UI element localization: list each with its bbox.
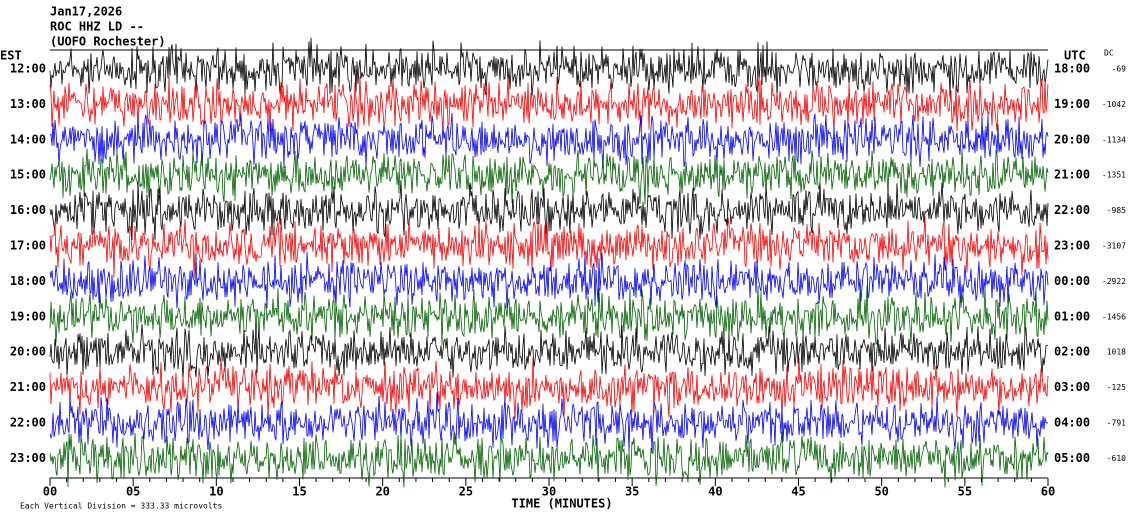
trace bbox=[49, 180, 1049, 241]
utc-label: 00:00 bbox=[1054, 274, 1090, 288]
x-tick-label: 40 bbox=[708, 485, 722, 499]
est-label: 22:00 bbox=[10, 416, 46, 430]
dc-value: -1456 bbox=[1102, 312, 1126, 321]
est-label: 19:00 bbox=[10, 309, 46, 323]
trace bbox=[49, 323, 1049, 379]
site: (UOFO Rochester) bbox=[50, 35, 166, 49]
trace bbox=[49, 215, 1049, 278]
right-label: UTC bbox=[1064, 49, 1086, 63]
trace bbox=[49, 285, 1049, 346]
dc-value: -1134 bbox=[1102, 135, 1126, 144]
x-tick-label: 50 bbox=[874, 485, 888, 499]
trace bbox=[49, 431, 1049, 488]
est-label: 23:00 bbox=[10, 451, 46, 465]
dc-value: -610 bbox=[1107, 454, 1126, 463]
footer: Each Vertical Division = 333.33 microvol… bbox=[20, 502, 222, 511]
station: ROC HHZ LD -- bbox=[50, 20, 144, 34]
dc-value: -791 bbox=[1107, 419, 1126, 428]
x-tick-label: 25 bbox=[459, 485, 473, 499]
dc-value: 1018 bbox=[1107, 348, 1126, 357]
utc-label: 03:00 bbox=[1054, 380, 1090, 394]
trace bbox=[49, 357, 1049, 419]
utc-label: 04:00 bbox=[1054, 416, 1090, 430]
x-tick-label: 05 bbox=[126, 485, 140, 499]
x-axis-label: TIME (MINUTES) bbox=[511, 497, 612, 511]
x-tick-label: 30 bbox=[542, 485, 556, 499]
x-tick-label: 15 bbox=[292, 485, 306, 499]
utc-label: 18:00 bbox=[1054, 62, 1090, 76]
est-label: 15:00 bbox=[10, 168, 46, 182]
utc-label: 05:00 bbox=[1054, 451, 1090, 465]
x-tick-label: 20 bbox=[375, 485, 389, 499]
est-label: 17:00 bbox=[10, 239, 46, 253]
date: Jan17,2026 bbox=[50, 5, 122, 19]
dc-value: -125 bbox=[1107, 383, 1126, 392]
trace bbox=[49, 148, 1049, 205]
dc-value: -985 bbox=[1107, 206, 1126, 215]
est-label: 21:00 bbox=[10, 380, 46, 394]
utc-label: 20:00 bbox=[1054, 132, 1090, 146]
utc-label: 02:00 bbox=[1054, 345, 1090, 359]
dc-label: DC bbox=[1104, 49, 1114, 58]
dc-value: -1351 bbox=[1102, 171, 1126, 180]
est-label: 16:00 bbox=[10, 203, 46, 217]
dc-value: -3107 bbox=[1102, 242, 1126, 251]
x-tick-label: 00 bbox=[43, 485, 57, 499]
dc-value: -1042 bbox=[1102, 100, 1126, 109]
utc-label: 01:00 bbox=[1054, 309, 1090, 323]
est-label: 12:00 bbox=[10, 62, 46, 76]
x-tick-label: 10 bbox=[209, 485, 223, 499]
x-tick-label: 55 bbox=[958, 485, 972, 499]
trace bbox=[49, 76, 1049, 133]
utc-label: 22:00 bbox=[1054, 203, 1090, 217]
est-label: 14:00 bbox=[10, 132, 46, 146]
x-tick-label: 35 bbox=[625, 485, 639, 499]
dc-value: -69 bbox=[1112, 65, 1127, 74]
utc-label: 23:00 bbox=[1054, 239, 1090, 253]
est-label: 20:00 bbox=[10, 345, 46, 359]
x-tick-label: 45 bbox=[791, 485, 805, 499]
trace bbox=[49, 112, 1049, 169]
dc-value: -2922 bbox=[1102, 277, 1126, 286]
trace bbox=[49, 251, 1049, 309]
utc-label: 19:00 bbox=[1054, 97, 1090, 111]
utc-label: 21:00 bbox=[1054, 168, 1090, 182]
trace bbox=[49, 392, 1049, 454]
left-label: EST bbox=[0, 49, 22, 63]
est-label: 13:00 bbox=[10, 97, 46, 111]
x-tick-label: 60 bbox=[1041, 485, 1055, 499]
est-label: 18:00 bbox=[10, 274, 46, 288]
trace bbox=[49, 37, 1049, 99]
